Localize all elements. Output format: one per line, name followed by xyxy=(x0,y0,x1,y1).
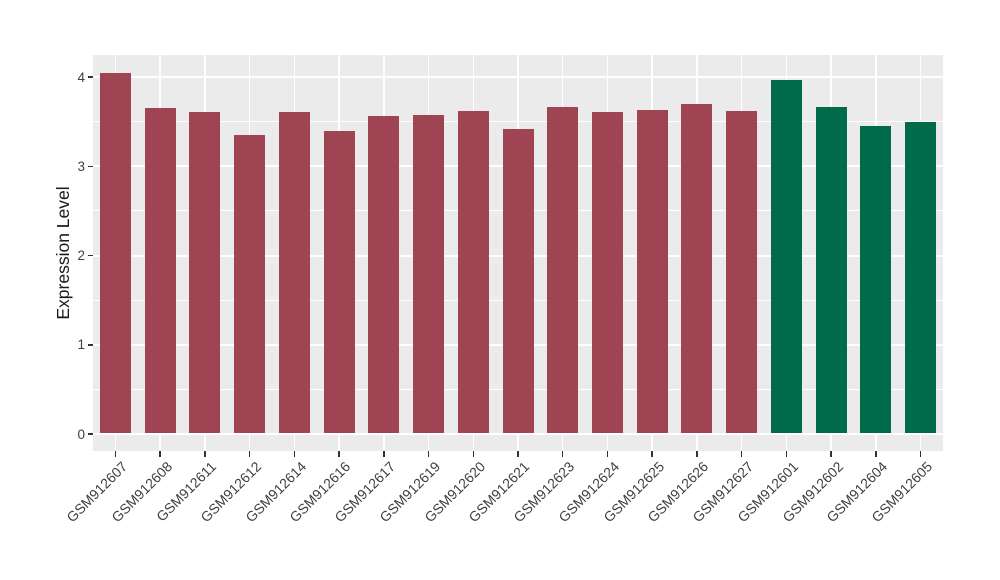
x-tick xyxy=(517,451,519,457)
x-tick xyxy=(875,451,877,457)
x-tick xyxy=(740,451,743,457)
bar xyxy=(457,110,489,433)
x-tick xyxy=(338,451,340,457)
x-tick xyxy=(561,451,564,457)
x-tick xyxy=(919,451,922,457)
bar xyxy=(413,115,445,433)
x-tick xyxy=(204,451,206,457)
y-tick xyxy=(87,254,93,257)
bar xyxy=(368,116,400,433)
y-tick-label: 1 xyxy=(77,337,85,353)
y-tick xyxy=(87,165,93,167)
x-tick xyxy=(472,451,474,457)
bar xyxy=(770,79,802,433)
bar xyxy=(905,122,937,433)
bar xyxy=(99,73,131,433)
y-tick-label: 0 xyxy=(77,426,85,442)
x-tick xyxy=(293,451,296,457)
x-tick xyxy=(427,451,430,457)
bar xyxy=(323,131,355,433)
y-tick-label: 4 xyxy=(77,69,85,85)
x-tick xyxy=(114,451,117,457)
bar xyxy=(636,109,668,433)
x-tick xyxy=(830,451,832,457)
bar xyxy=(681,103,713,433)
bar xyxy=(547,107,579,433)
y-tick-label: 3 xyxy=(77,158,85,174)
x-tick xyxy=(606,451,609,457)
x-tick xyxy=(651,451,653,457)
bar xyxy=(860,125,892,433)
bar xyxy=(502,128,534,433)
x-tick xyxy=(383,451,385,457)
bar xyxy=(278,111,310,433)
y-tick xyxy=(87,433,93,435)
bar xyxy=(144,108,176,433)
y-tick xyxy=(87,344,93,346)
x-tick xyxy=(159,451,161,457)
y-tick xyxy=(87,76,93,78)
bar xyxy=(234,134,266,433)
x-tick xyxy=(248,451,251,457)
bar xyxy=(189,111,221,433)
bar xyxy=(726,110,758,433)
bar xyxy=(591,111,623,433)
bar xyxy=(815,107,847,433)
y-tick-label: 2 xyxy=(77,248,85,263)
y-axis-title: Expression Level xyxy=(53,186,73,320)
x-tick xyxy=(785,451,788,457)
x-tick xyxy=(696,451,698,457)
